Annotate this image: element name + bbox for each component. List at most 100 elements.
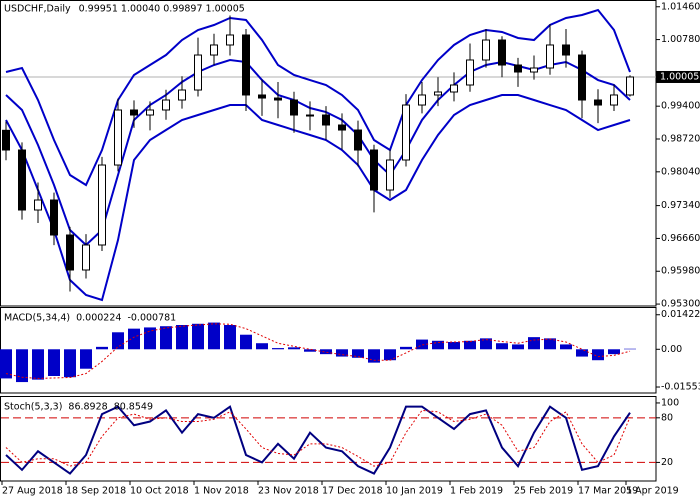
x-tick-label: 5 Apr 2019 <box>626 486 679 497</box>
macd-bar <box>416 339 428 350</box>
current-price-box <box>656 70 700 83</box>
macd-bar <box>496 343 508 350</box>
candle-body <box>610 94 618 106</box>
candle-body <box>466 59 474 86</box>
macd-bar <box>400 346 412 350</box>
macd-bar <box>592 349 604 361</box>
macd-bar <box>80 349 92 369</box>
macd-bar <box>608 349 620 355</box>
candle-body <box>194 54 202 91</box>
x-tick-label: 27 Aug 2018 <box>2 486 63 497</box>
candle-body <box>354 129 362 151</box>
y-tick-label: 20 <box>661 457 673 468</box>
x-tick-label: 18 Sep 2018 <box>66 486 126 497</box>
chart-title: USDCHF,Daily <box>4 4 71 15</box>
macd-bar <box>560 344 572 350</box>
candle-body <box>418 94 426 106</box>
macd-bar <box>256 343 268 350</box>
macd-bar <box>64 349 76 378</box>
y-tick-label: 1.00780 <box>661 34 700 45</box>
panel-value: 86.8928 <box>68 402 107 413</box>
x-tick-label: 10 Jan 2019 <box>386 486 443 497</box>
macd-bar <box>112 332 124 350</box>
macd-bar <box>480 338 492 350</box>
y-tick-label: 0.00 <box>661 344 682 355</box>
bollinger-band <box>5 93 631 302</box>
candle-body <box>370 149 378 191</box>
candle-body <box>2 129 10 151</box>
panel-value: 0.000224 <box>76 313 121 324</box>
candle-body <box>514 64 522 73</box>
price-frame <box>0 0 657 307</box>
x-tick-label: 17 Mar 2019 <box>578 486 638 497</box>
panel-value: 80.8549 <box>114 402 153 413</box>
candle-body <box>578 54 586 101</box>
stoch-signal <box>5 409 631 467</box>
stoch-frame <box>0 396 657 482</box>
y-tick-label: 100 <box>661 397 679 408</box>
macd-bar <box>208 322 220 350</box>
candle-body <box>114 109 122 166</box>
candle-body <box>434 91 442 96</box>
candle-body <box>18 149 26 211</box>
candle-body <box>482 39 490 61</box>
candle-body <box>210 44 218 56</box>
candle-body <box>242 34 250 96</box>
candle-body <box>306 114 314 117</box>
candle-body <box>258 94 266 99</box>
candle-body <box>274 97 282 101</box>
macd-bar <box>304 349 316 352</box>
macd-bar <box>224 325 236 350</box>
candle-body <box>290 99 298 116</box>
macd-bar <box>176 325 188 350</box>
candle-body <box>450 84 458 93</box>
macd-bar <box>320 349 332 355</box>
macd-bar <box>336 349 348 357</box>
candle-body <box>626 76 634 96</box>
y-tick-label: 0.96660 <box>661 233 700 244</box>
macd-bar <box>144 327 156 350</box>
macd-bar <box>512 344 524 350</box>
macd-bar <box>192 323 204 350</box>
macd-bar <box>448 342 460 350</box>
macd-bar <box>96 346 108 350</box>
candle-body <box>530 67 538 73</box>
candle-body <box>594 99 602 106</box>
candle-body <box>66 234 74 271</box>
macd-bar <box>272 348 284 350</box>
y-tick-label: 0.95980 <box>661 266 700 277</box>
x-tick-label: 25 Feb 2019 <box>514 486 573 497</box>
candle-body <box>34 199 42 211</box>
candle-body <box>402 104 410 161</box>
candle-body <box>386 159 394 191</box>
y-tick-label: -0.015537 <box>661 382 700 393</box>
macd-bar <box>432 340 444 350</box>
macd-bar <box>160 326 172 350</box>
y-tick-label: 0.97340 <box>661 200 700 211</box>
x-tick-label: 1 Feb 2019 <box>450 486 503 497</box>
candle-body <box>562 44 570 56</box>
candle-body <box>82 244 90 271</box>
macd-bar <box>464 340 476 350</box>
chart-subtitle: 0.99951 1.00040 0.99897 1.00005 <box>79 4 245 15</box>
x-tick-label: 1 Nov 2018 <box>194 486 249 497</box>
bollinger-band <box>5 8 631 187</box>
y-tick-label: 0.98040 <box>661 166 700 177</box>
macd-bar <box>544 338 556 350</box>
panel-title: MACD(5,34,4) <box>4 313 70 324</box>
candle-body <box>338 124 346 131</box>
y-tick-label: 1.01460 <box>661 1 700 12</box>
candle-body <box>178 89 186 101</box>
macd-bar <box>576 349 588 357</box>
y-tick-label: 0.014221 <box>661 309 700 320</box>
current-price-label: 1.00005 <box>660 71 699 82</box>
x-tick-label: 23 Nov 2018 <box>258 486 319 497</box>
x-tick-label: 10 Oct 2018 <box>130 486 189 497</box>
y-tick-label: 0.99400 <box>661 101 700 112</box>
macd-bar <box>32 349 44 380</box>
candle-body <box>322 114 330 126</box>
candle-body <box>50 199 58 236</box>
panel-value: -0.000781 <box>127 313 176 324</box>
